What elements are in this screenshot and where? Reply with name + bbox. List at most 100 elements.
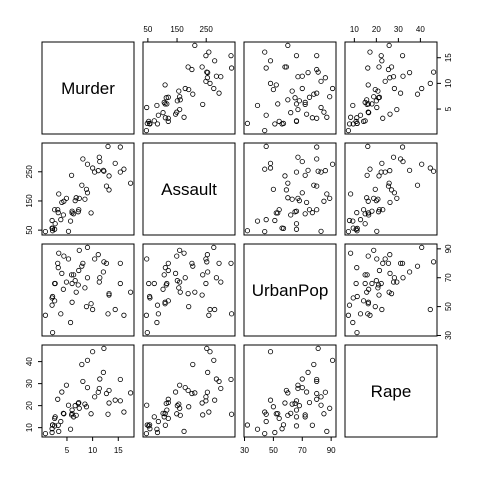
data-point — [112, 397, 118, 403]
data-point — [164, 280, 170, 287]
data-point — [42, 430, 49, 437]
panel-assault-vs-rape — [344, 142, 438, 236]
data-point — [366, 212, 372, 218]
data-point — [165, 94, 171, 100]
data-point — [88, 411, 94, 417]
data-point — [350, 102, 356, 109]
data-point — [162, 82, 168, 88]
data-point — [292, 400, 298, 407]
data-point — [72, 403, 78, 409]
data-point — [305, 70, 311, 76]
data-point — [369, 280, 375, 287]
data-point — [190, 361, 196, 368]
data-point — [56, 428, 62, 434]
data-point — [311, 182, 317, 188]
data-point — [345, 312, 352, 318]
data-point — [254, 218, 261, 224]
tick-label: 90 — [327, 446, 336, 455]
data-point — [427, 165, 433, 171]
data-point — [322, 75, 328, 81]
data-point — [276, 415, 282, 421]
data-point — [267, 397, 274, 403]
data-point — [306, 207, 313, 213]
data-point — [354, 210, 360, 216]
variable-label-murder: Murder — [61, 79, 115, 98]
data-point — [143, 127, 150, 134]
data-point — [176, 88, 182, 94]
data-point — [329, 161, 336, 167]
axis-top-rape: 10 20 30 40 — [350, 25, 425, 43]
data-point — [95, 389, 101, 395]
data-point — [318, 394, 324, 400]
data-point — [283, 387, 289, 394]
data-point — [275, 210, 281, 216]
data-point — [382, 169, 388, 175]
data-point — [80, 156, 86, 162]
data-point — [369, 101, 375, 107]
data-point — [88, 301, 94, 307]
data-point — [100, 369, 106, 375]
data-point — [293, 169, 300, 175]
data-point — [55, 265, 61, 271]
data-point — [146, 118, 152, 124]
data-point — [155, 112, 161, 118]
panel-frame — [41, 243, 135, 337]
data-point — [100, 269, 106, 275]
data-point — [321, 109, 327, 115]
data-point — [263, 418, 269, 425]
data-point — [285, 97, 291, 103]
data-point — [350, 319, 356, 326]
data-point — [218, 385, 224, 392]
data-point — [172, 111, 179, 117]
data-point — [103, 183, 110, 189]
data-point — [181, 250, 187, 256]
data-point — [65, 402, 72, 408]
data-point — [314, 144, 320, 150]
data-point — [353, 280, 359, 287]
tick-label: 20 — [25, 401, 34, 410]
panel-frame — [142, 243, 236, 337]
data-point — [206, 409, 212, 415]
data-point — [263, 217, 269, 223]
data-point — [177, 106, 183, 113]
data-point — [293, 398, 300, 404]
data-point — [390, 74, 397, 80]
panel-murder-vs-assault — [142, 41, 236, 135]
data-point — [244, 120, 251, 127]
data-point — [165, 260, 171, 266]
data-point — [177, 97, 183, 103]
data-point — [68, 172, 75, 178]
data-point — [303, 199, 310, 206]
tick-label: 15 — [114, 446, 123, 455]
data-point — [267, 58, 274, 64]
data-point — [117, 398, 123, 404]
data-point — [367, 166, 373, 172]
data-point — [82, 196, 88, 202]
data-point — [293, 423, 300, 429]
data-point — [83, 303, 90, 310]
data-point — [309, 422, 315, 428]
data-point — [176, 285, 182, 291]
data-point — [151, 414, 157, 420]
data-point — [199, 292, 205, 298]
data-point — [90, 306, 96, 313]
data-point — [346, 302, 353, 308]
data-point — [376, 267, 383, 274]
data-point — [354, 265, 360, 271]
data-point — [154, 102, 160, 109]
data-point — [203, 53, 209, 59]
data-point — [283, 64, 289, 70]
data-point — [314, 378, 320, 385]
data-point — [189, 260, 195, 266]
data-point — [270, 186, 276, 192]
data-point — [305, 369, 311, 375]
data-point — [414, 182, 421, 188]
data-point — [144, 256, 150, 262]
data-point — [288, 110, 294, 116]
variable-label-rape: Rape — [371, 382, 412, 401]
data-point — [182, 85, 188, 92]
data-point — [55, 210, 61, 216]
data-point — [144, 402, 150, 408]
panel-frame — [142, 41, 236, 135]
